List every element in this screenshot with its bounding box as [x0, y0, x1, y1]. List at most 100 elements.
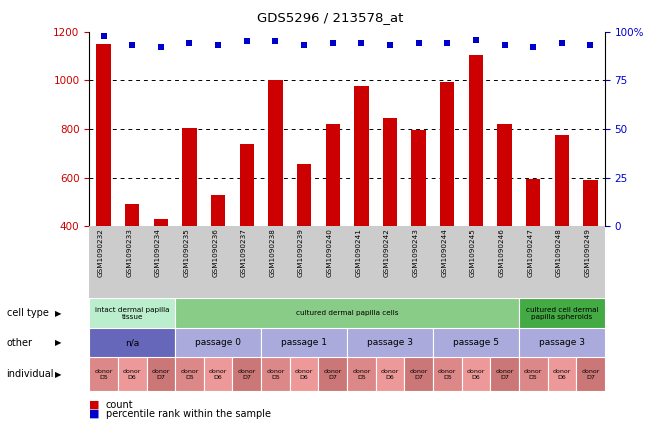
Point [327, 40, 338, 47]
Bar [326, 124, 340, 226]
Text: cell type: cell type [7, 308, 48, 318]
Text: donor
D7: donor D7 [237, 369, 256, 380]
Bar [555, 135, 569, 226]
Text: donor
D7: donor D7 [323, 369, 342, 380]
Text: passage 3: passage 3 [367, 338, 413, 347]
Bar [519, 298, 605, 328]
Text: cultured cell dermal
papilla spheroids: cultured cell dermal papilla spheroids [525, 307, 598, 319]
Text: donor
D5: donor D5 [438, 369, 457, 380]
Text: donor
D7: donor D7 [151, 369, 170, 380]
Text: GSM1090243: GSM1090243 [412, 228, 418, 277]
Bar [433, 357, 461, 391]
Bar [576, 357, 605, 391]
Bar [526, 179, 541, 226]
Text: donor
D5: donor D5 [95, 369, 113, 380]
Bar [261, 357, 290, 391]
Bar [347, 328, 433, 357]
Bar [97, 44, 111, 226]
Bar [118, 357, 147, 391]
Bar [175, 357, 204, 391]
Bar [405, 357, 433, 391]
Point [299, 42, 309, 49]
Text: individual: individual [7, 369, 54, 379]
Text: GSM1090249: GSM1090249 [584, 228, 590, 277]
Point [471, 36, 481, 43]
Bar [440, 82, 455, 226]
Bar [411, 130, 426, 226]
Text: GSM1090238: GSM1090238 [270, 228, 276, 277]
Point [585, 42, 596, 49]
Text: passage 3: passage 3 [539, 338, 585, 347]
Text: ■: ■ [89, 409, 100, 419]
Text: donor
D7: donor D7 [495, 369, 514, 380]
Bar [175, 298, 519, 328]
Bar [383, 118, 397, 226]
Text: intact dermal papilla
tissue: intact dermal papilla tissue [95, 307, 169, 319]
Bar [319, 357, 347, 391]
Text: GSM1090234: GSM1090234 [155, 228, 161, 277]
Text: ▶: ▶ [55, 338, 61, 347]
Bar [347, 357, 375, 391]
Text: donor
D5: donor D5 [180, 369, 199, 380]
Point [499, 42, 510, 49]
Bar [233, 357, 261, 391]
Bar [240, 144, 254, 226]
Bar [125, 204, 139, 226]
Bar [153, 219, 168, 226]
Text: donor
D6: donor D6 [295, 369, 313, 380]
Bar [519, 328, 605, 357]
Bar [89, 298, 175, 328]
Bar [89, 357, 118, 391]
Point [241, 38, 252, 45]
Point [528, 44, 539, 51]
Bar [261, 328, 347, 357]
Text: donor
D6: donor D6 [467, 369, 485, 380]
Point [413, 40, 424, 47]
Text: GSM1090239: GSM1090239 [298, 228, 304, 277]
Point [213, 42, 223, 49]
Text: donor
D6: donor D6 [381, 369, 399, 380]
Text: count: count [106, 400, 134, 410]
Text: passage 0: passage 0 [195, 338, 241, 347]
Bar [290, 357, 319, 391]
Text: GSM1090244: GSM1090244 [442, 228, 447, 277]
Text: donor
D6: donor D6 [209, 369, 227, 380]
Bar [89, 328, 175, 357]
Point [98, 32, 109, 39]
Text: cultured dermal papilla cells: cultured dermal papilla cells [295, 310, 399, 316]
Text: GSM1090240: GSM1090240 [327, 228, 332, 277]
Bar [375, 357, 405, 391]
Text: percentile rank within the sample: percentile rank within the sample [106, 409, 271, 419]
Bar [268, 80, 283, 226]
Bar [433, 328, 519, 357]
Text: donor
D5: donor D5 [266, 369, 285, 380]
Bar [547, 357, 576, 391]
Point [155, 44, 166, 51]
Bar [519, 357, 547, 391]
Text: passage 1: passage 1 [281, 338, 327, 347]
Text: ▶: ▶ [55, 370, 61, 379]
Text: donor
D5: donor D5 [524, 369, 543, 380]
Point [184, 40, 195, 47]
Text: ■: ■ [89, 400, 100, 410]
Bar [147, 357, 175, 391]
Bar [498, 124, 512, 226]
Bar [204, 357, 233, 391]
Bar [211, 195, 225, 226]
Bar [461, 357, 490, 391]
Point [127, 42, 137, 49]
Text: n/a: n/a [125, 338, 139, 347]
Bar [490, 357, 519, 391]
Bar [354, 86, 369, 226]
Text: GSM1090246: GSM1090246 [498, 228, 504, 277]
Text: GSM1090247: GSM1090247 [527, 228, 533, 277]
Text: GSM1090236: GSM1090236 [212, 228, 218, 277]
Text: GSM1090237: GSM1090237 [241, 228, 247, 277]
Bar [175, 328, 261, 357]
Point [270, 38, 281, 45]
Text: passage 5: passage 5 [453, 338, 499, 347]
Text: GDS5296 / 213578_at: GDS5296 / 213578_at [257, 11, 404, 24]
Bar [469, 55, 483, 226]
Bar [583, 180, 598, 226]
Text: GSM1090241: GSM1090241 [356, 228, 362, 277]
